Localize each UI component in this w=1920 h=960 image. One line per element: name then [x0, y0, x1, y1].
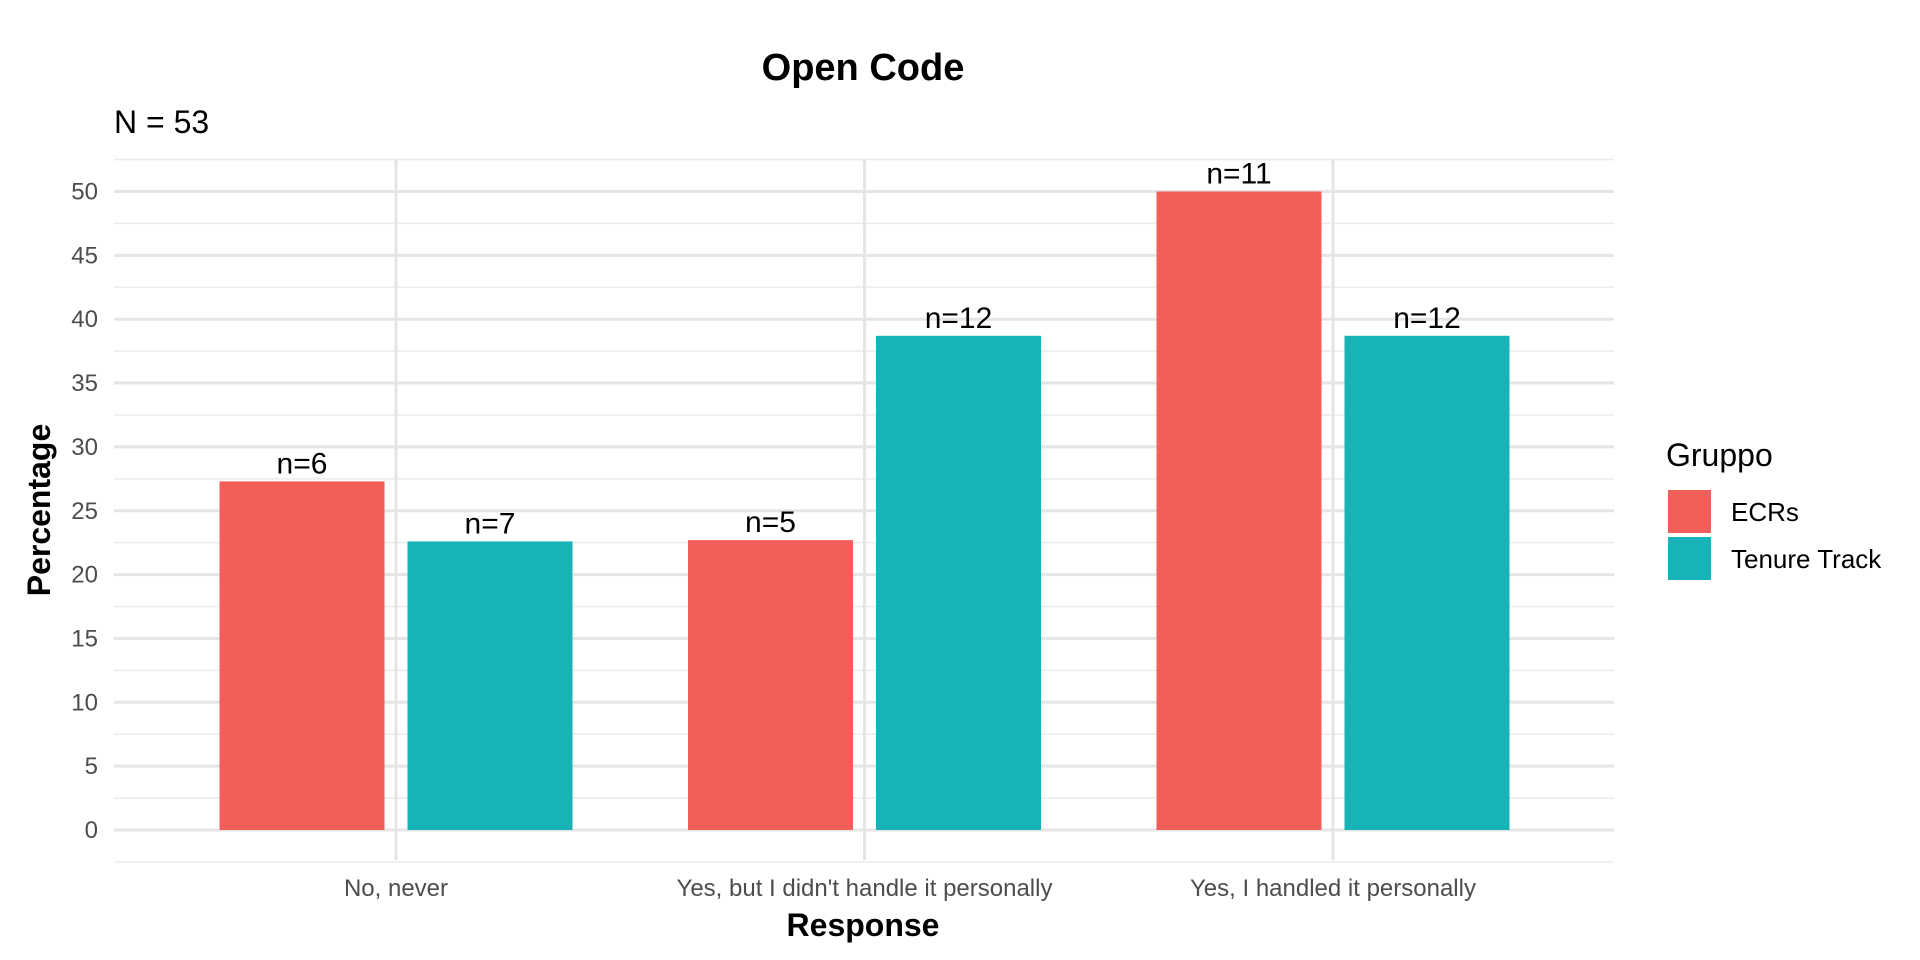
y-tick-label: 10 — [71, 689, 98, 716]
y-axis-title: Percentage — [21, 424, 57, 597]
legend-swatch-tenure-track — [1668, 537, 1711, 580]
legend-label-tenure-track: Tenure Track — [1731, 544, 1882, 574]
y-tick-label: 50 — [71, 179, 98, 206]
bar-value-label: n=5 — [745, 506, 796, 539]
y-tick-label: 20 — [71, 562, 98, 589]
y-tick-label: 35 — [71, 370, 98, 397]
bar-value-label: n=12 — [925, 302, 993, 335]
bar-value-label: n=11 — [1206, 158, 1271, 191]
legend: Gruppo ECRs Tenure Track — [1666, 437, 1882, 580]
bar-ecrs — [688, 540, 853, 830]
x-axis-ticks: No, never Yes, but I didn't handle it per… — [344, 875, 1476, 902]
bar-value-label: n=6 — [277, 447, 328, 480]
x-tick-label: No, never — [344, 875, 448, 902]
y-tick-label: 45 — [71, 242, 98, 269]
bar-ecrs — [1156, 191, 1322, 830]
y-tick-label: 15 — [71, 625, 98, 652]
y-tick-label: 0 — [85, 817, 98, 844]
legend-label-ecrs: ECRs — [1731, 497, 1799, 527]
y-tick-label: 40 — [71, 306, 98, 333]
bar-labels: n=6 n=7 n=5 n=12 n=11 n=12 — [277, 158, 1461, 541]
x-tick-label: Yes, I handled it personally — [1190, 875, 1476, 902]
legend-swatch-ecrs — [1668, 490, 1711, 533]
x-tick-label: Yes, but I didn't handle it personally — [677, 875, 1053, 902]
bar-value-label: n=12 — [1393, 302, 1461, 335]
y-tick-label: 30 — [71, 434, 98, 461]
y-tick-label: 25 — [71, 498, 98, 525]
y-tick-label: 5 — [85, 753, 98, 780]
bar-tenure-track — [876, 335, 1041, 830]
x-axis-title: Response — [787, 907, 940, 943]
bar-value-label: n=7 — [465, 507, 516, 540]
chart-title: Open Code — [762, 47, 965, 89]
legend-title: Gruppo — [1666, 437, 1773, 473]
bars — [219, 191, 1510, 830]
y-axis-ticks: 0 5 10 15 20 25 30 35 40 45 50 — [71, 179, 98, 845]
chart-subtitle: N = 53 — [114, 104, 209, 140]
bar-tenure-track — [1344, 335, 1510, 830]
bar-tenure-track — [407, 541, 573, 830]
bar-ecrs — [219, 481, 385, 830]
